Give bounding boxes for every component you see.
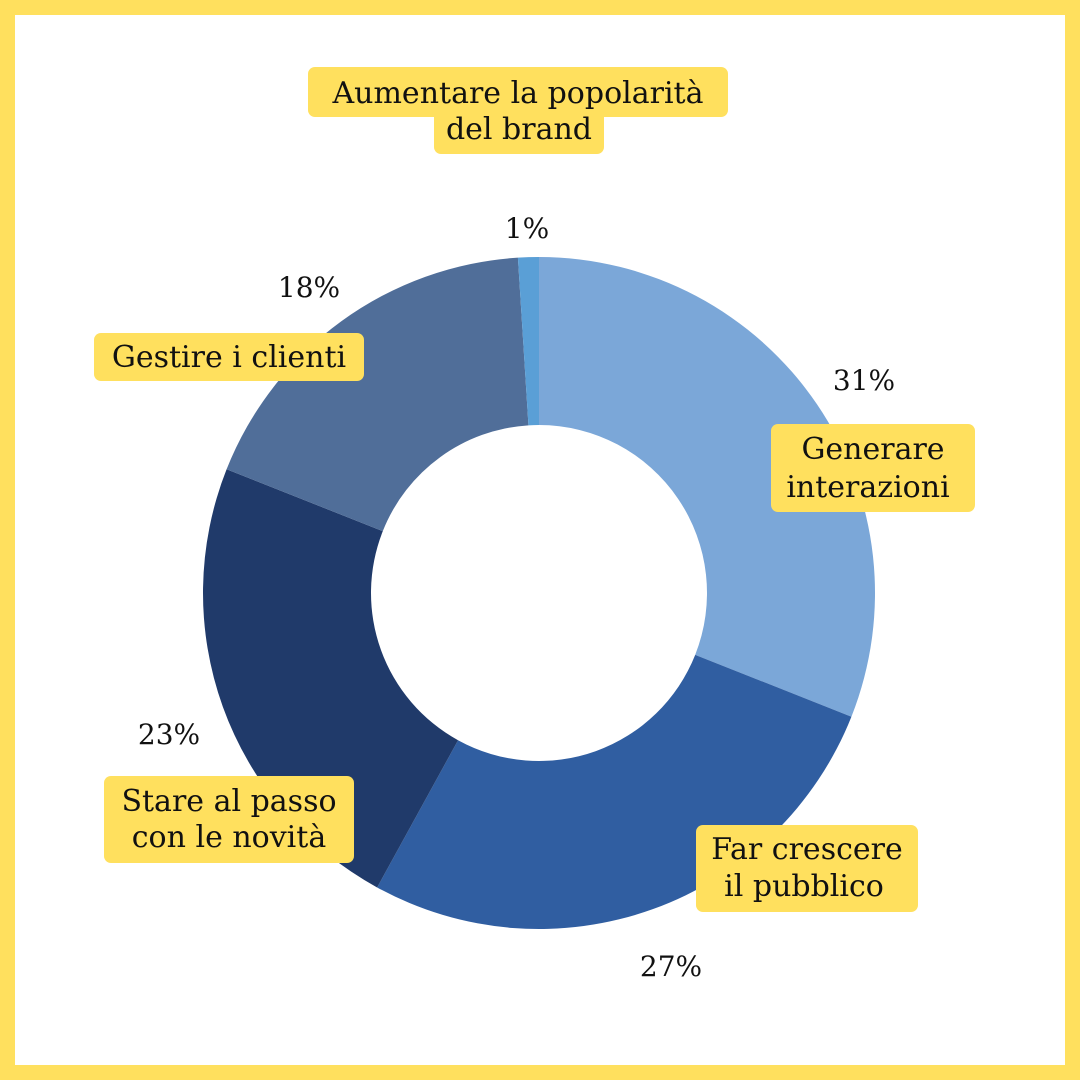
category-label-2: Stare al passo con le novità xyxy=(104,776,354,863)
category-label-1: Far crescere il pubblico xyxy=(696,825,918,912)
label-highlight xyxy=(104,776,354,863)
label-highlight xyxy=(771,424,975,512)
label-line: Stare al passo xyxy=(121,784,336,819)
label-line: Generare xyxy=(801,432,944,467)
donut-slice-3 xyxy=(226,257,529,532)
label-line: Far crescere xyxy=(711,832,902,867)
label-highlight xyxy=(696,825,918,912)
category-label-0: Generare interazioni xyxy=(771,424,975,512)
label-highlight xyxy=(434,108,604,154)
value-label-3: 18% xyxy=(278,271,340,304)
value-label-2: 23% xyxy=(138,718,200,751)
label-highlight xyxy=(94,333,364,381)
value-label-4: 1% xyxy=(505,212,549,245)
label-line: con le novità xyxy=(132,820,327,855)
label-line: del brand xyxy=(446,112,592,147)
donut-slice-0 xyxy=(539,257,875,717)
label-line: Aumentare la popolarità xyxy=(332,76,704,111)
label-line: interazioni xyxy=(786,470,949,505)
category-label-3: Gestire i clienti xyxy=(94,333,364,381)
value-label-0: 31% xyxy=(833,364,895,397)
label-line: Gestire i clienti xyxy=(112,340,346,375)
label-line: il pubblico xyxy=(724,869,884,904)
donut-slice-4 xyxy=(517,257,539,426)
label-highlight xyxy=(308,67,728,117)
category-label-4: Aumentare la popolarità del brand xyxy=(308,67,728,154)
value-label-1: 27% xyxy=(640,950,702,983)
